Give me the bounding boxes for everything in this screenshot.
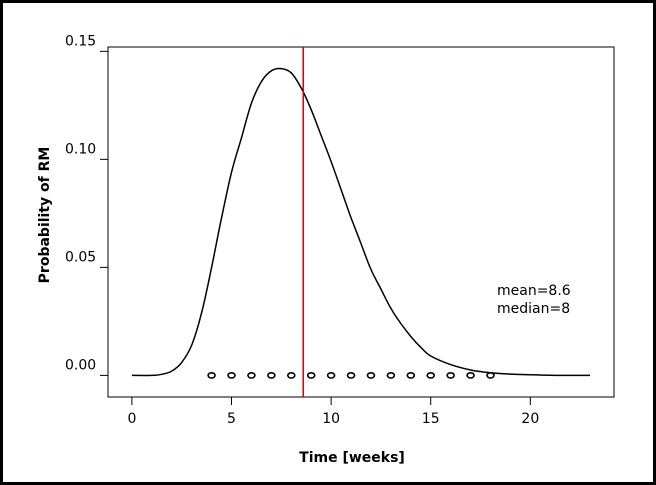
y-tick-label: 0.10 xyxy=(65,141,96,157)
y-tick-label: 0.15 xyxy=(65,33,96,49)
density-curve xyxy=(131,67,591,377)
observation-marker xyxy=(406,371,416,379)
observation-marker xyxy=(346,371,356,379)
median-annotation: median=8 xyxy=(497,301,570,317)
observation-marker xyxy=(426,371,436,379)
x-tick-label: 10 xyxy=(322,411,340,427)
observation-marker xyxy=(386,371,396,379)
x-axis-title: Time [weeks] xyxy=(299,450,405,466)
x-tick-label: 20 xyxy=(521,411,539,427)
plot-layer: 0 5 10 15 20 0.00 0.05 0.10 0.15 xyxy=(65,33,615,427)
y-axis-title: Probability of RM xyxy=(37,147,53,284)
observation-marker xyxy=(227,371,236,379)
observation-marker xyxy=(247,371,256,379)
observation-marker xyxy=(207,371,216,379)
y-tick-label: 0.05 xyxy=(65,249,96,265)
mean-annotation: mean=8.6 xyxy=(497,283,571,299)
x-tick-label: 15 xyxy=(422,411,440,427)
observation-marker xyxy=(306,371,316,379)
y-tick-label: 0.00 xyxy=(65,357,96,373)
observation-marker xyxy=(286,371,296,379)
observation-marker xyxy=(366,371,376,379)
plot-area-border xyxy=(107,46,615,398)
observation-marker xyxy=(326,371,336,379)
observation-marker xyxy=(466,371,475,379)
observation-marker xyxy=(267,371,276,379)
observation-marker xyxy=(446,371,455,379)
x-tick-label: 5 xyxy=(227,411,236,427)
observation-marker xyxy=(486,371,495,379)
x-tick-label: 0 xyxy=(127,411,136,427)
